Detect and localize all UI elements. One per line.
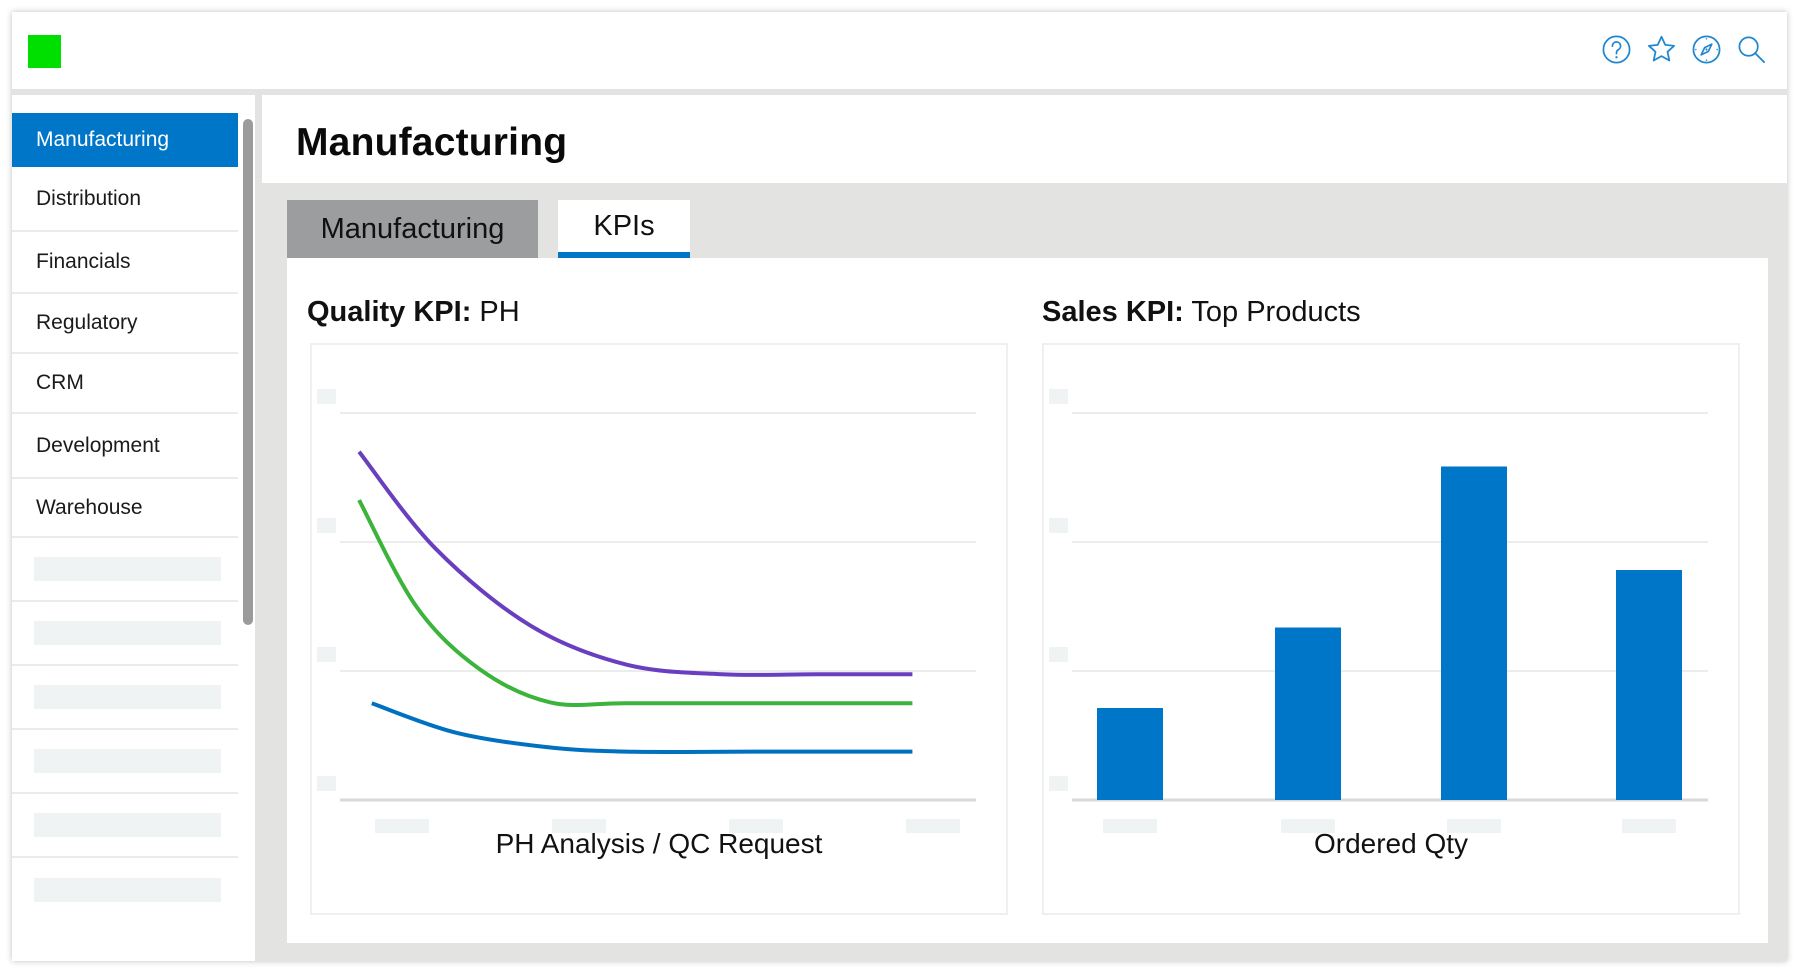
sales-kpi-bar-chart [1049, 389, 1708, 833]
app-window: Manufacturing Distribution Financials Regul… [12, 12, 1787, 961]
sidebar-placeholder-item [12, 666, 238, 730]
line-series-blue [371, 701, 913, 754]
x-tick-label-placeholder [1281, 819, 1335, 833]
compass-icon[interactable] [1691, 34, 1722, 65]
placeholder-bar [34, 878, 221, 902]
sidebar-item-manufacturing[interactable]: Manufacturing [12, 113, 238, 167]
sidebar-item-label: CRM [36, 371, 84, 394]
sidebar-item-crm[interactable]: CRM [12, 354, 238, 414]
tab-manufacturing[interactable]: Manufacturing [287, 200, 538, 258]
x-tick-label-placeholder [1447, 819, 1501, 833]
sidebar-scrollbar[interactable] [243, 119, 253, 625]
bar-4 [1616, 570, 1682, 800]
sidebar-item-development[interactable]: Development [12, 414, 238, 479]
placeholder-bar [34, 813, 221, 837]
y-tick-label-placeholder [317, 776, 336, 791]
sidebar-item-label: Financials [36, 250, 131, 273]
y-tick-label-placeholder [317, 389, 336, 404]
y-tick-label-placeholder [1049, 518, 1068, 533]
bar-2 [1275, 627, 1341, 800]
x-tick-label-placeholder [906, 819, 960, 833]
sidebar-item-warehouse[interactable]: Warehouse [12, 479, 238, 538]
x-tick-label-placeholder [375, 819, 429, 833]
line-chart-x-axis-label: PH Analysis / QC Request [495, 828, 823, 859]
quality-kpi-title-bold: Quality KPI: [307, 296, 472, 328]
sidebar-placeholder-item [12, 794, 238, 858]
sidebar-item-label: Warehouse [36, 495, 143, 519]
y-tick-label-placeholder [1049, 389, 1068, 404]
sales-kpi-title: Sales KPI: Top Products [1042, 296, 1361, 329]
quality-kpi-chart-card: PH Analysis / QC Request [310, 343, 1008, 915]
placeholder-bar [34, 621, 221, 645]
line-series-green [357, 499, 913, 708]
y-tick-label-placeholder [317, 647, 336, 662]
sidebar: Manufacturing Distribution Financials Regul… [12, 95, 255, 961]
sidebar-placeholder-item [12, 730, 238, 794]
page-header: Manufacturing [262, 95, 1787, 183]
kpi-panel: Quality KPI: PH PH Analysis / QC Request… [287, 258, 1768, 943]
top-bar [12, 12, 1787, 89]
sidebar-nav: Manufacturing Distribution Financials Regul… [12, 113, 238, 922]
tab-kpis[interactable]: KPIs [558, 200, 690, 258]
sales-kpi-chart-card: Ordered Qty [1042, 343, 1740, 915]
placeholder-bar [34, 749, 221, 773]
sidebar-item-regulatory[interactable]: Regulatory [12, 294, 238, 354]
sidebar-placeholder-item [12, 858, 238, 922]
sidebar-placeholder-item [12, 538, 238, 602]
sidebar-item-distribution[interactable]: Distribution [12, 167, 238, 232]
app-logo[interactable] [28, 35, 61, 68]
placeholder-bar [34, 685, 221, 709]
top-icon-bar [1601, 34, 1767, 65]
x-tick-label-placeholder [729, 819, 783, 833]
x-tick-label-placeholder [552, 819, 606, 833]
quality-kpi-title-rest: PH [471, 296, 520, 328]
star-icon[interactable] [1646, 34, 1677, 65]
quality-kpi-title: Quality KPI: PH [307, 296, 520, 329]
y-tick-label-placeholder [1049, 647, 1068, 662]
sidebar-item-label: Distribution [36, 186, 142, 210]
bar-1 [1097, 708, 1163, 800]
sales-kpi-title-bold: Sales KPI: [1042, 296, 1184, 328]
page-title: Manufacturing [296, 121, 568, 164]
y-tick-label-placeholder [317, 518, 336, 533]
sidebar-placeholder-item [12, 602, 238, 666]
help-icon[interactable] [1601, 34, 1632, 65]
sales-kpi-title-rest: Top Products [1183, 296, 1361, 328]
bar-3 [1441, 466, 1507, 800]
search-icon[interactable] [1736, 34, 1767, 65]
y-tick-label-placeholder [1049, 776, 1068, 791]
sidebar-item-financials[interactable]: Financials [12, 232, 238, 294]
line-series-purple [357, 450, 913, 677]
bar-chart-x-axis-label: Ordered Qty [1313, 828, 1469, 859]
sidebar-item-label: Manufacturing [36, 128, 170, 151]
sidebar-item-label: Development [36, 433, 160, 457]
x-tick-label-placeholder [1103, 819, 1157, 833]
quality-kpi-line-chart [317, 389, 976, 833]
sidebar-item-label: Regulatory [36, 311, 138, 334]
x-tick-label-placeholder [1622, 819, 1676, 833]
placeholder-bar [34, 557, 221, 581]
